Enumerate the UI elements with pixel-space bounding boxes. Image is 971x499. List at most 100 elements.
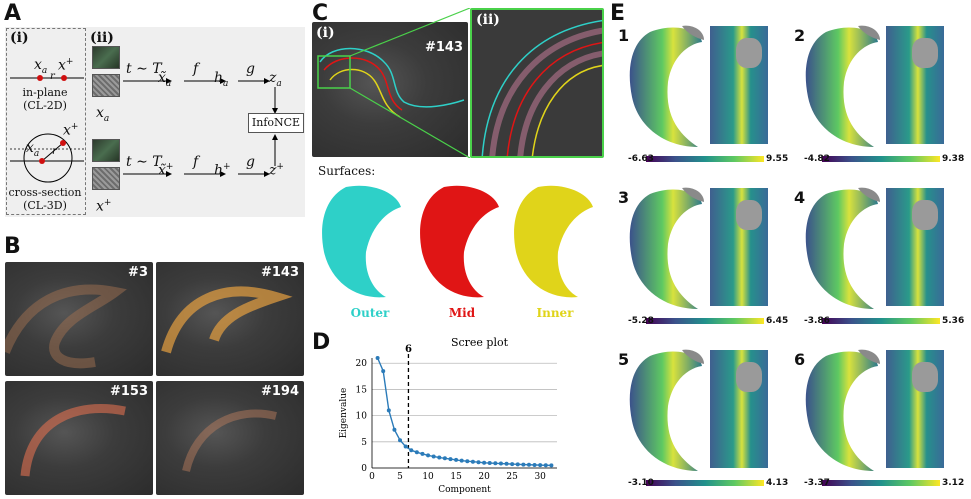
panel-c-ii-zoom: (ii) xyxy=(470,8,604,158)
data-point xyxy=(398,438,403,443)
data-point xyxy=(386,408,391,413)
panel-e-label: E xyxy=(610,1,626,26)
data-point xyxy=(487,461,492,466)
r-label-bottom: r xyxy=(52,146,57,157)
t-sample-bottom: t ∼ T xyxy=(126,154,162,170)
component-number: 2 xyxy=(794,26,806,45)
ha: ha xyxy=(214,70,229,89)
flatmap-hole xyxy=(736,200,762,230)
colorbar-min: -3.10 xyxy=(628,478,654,488)
panel-c-slice-number: #143 xyxy=(424,40,463,55)
colorbar xyxy=(646,480,764,486)
data-point xyxy=(515,462,520,467)
cutoff-label: 6 xyxy=(405,344,412,355)
cross-section-sub-label: (CL-3D) xyxy=(23,199,67,212)
colorbar-max: 9.55 xyxy=(766,154,789,164)
slice-number: #3 xyxy=(128,265,148,280)
flatmap-hole xyxy=(912,362,938,392)
colorbar xyxy=(646,318,764,324)
mri-slice-1: #3 xyxy=(5,262,153,376)
colorbar-min: -5.28 xyxy=(628,316,654,326)
data-point xyxy=(498,461,503,466)
panel-b-label: B xyxy=(4,234,21,259)
slice-number: #194 xyxy=(260,384,299,399)
component-number: 5 xyxy=(618,350,630,369)
surface-mid-label: Mid xyxy=(448,306,476,320)
y-tick-label: 5 xyxy=(361,438,367,448)
data-point xyxy=(431,454,436,459)
data-point xyxy=(465,459,470,464)
colorbar-max: 9.38 xyxy=(942,154,965,164)
data-point xyxy=(504,461,509,466)
r-label-top: r xyxy=(50,71,55,82)
component-number: 1 xyxy=(618,26,630,45)
surfaces-title: Surfaces: xyxy=(318,164,376,178)
inner-surface xyxy=(514,185,593,298)
data-point xyxy=(454,457,459,462)
t-sample-top: t ∼ T xyxy=(126,61,162,77)
outer-surface xyxy=(322,185,401,298)
x-tick-label: 25 xyxy=(506,472,518,482)
thumb-color-bottom xyxy=(92,139,120,162)
thumb-gray-top xyxy=(92,74,120,97)
data-point xyxy=(459,458,464,463)
chart-title: Scree plot xyxy=(451,336,509,349)
x-tick-label: 10 xyxy=(422,472,434,482)
mri-slice-3: #153 xyxy=(5,381,153,495)
slice-number: #153 xyxy=(109,384,148,399)
xa-label: xa xyxy=(34,57,48,76)
colorbar-max: 5.36 xyxy=(942,316,965,326)
data-point xyxy=(442,456,447,461)
data-point xyxy=(409,448,414,453)
hplus: h+ xyxy=(214,162,231,179)
panel-a-label: A xyxy=(4,1,22,26)
flatmap xyxy=(886,188,944,306)
surfaces-render xyxy=(322,185,593,298)
x-tick-label: 5 xyxy=(397,472,403,482)
colorbar-min: -3.86 xyxy=(804,316,830,326)
panel-c-ii-label: (ii) xyxy=(476,12,500,28)
colorbar-max: 3.12 xyxy=(942,478,965,488)
in-plane-label: in-plane xyxy=(22,86,68,99)
zoom-connector-lines xyxy=(349,8,471,158)
colorbar-max: 6.45 xyxy=(766,316,789,326)
data-point xyxy=(482,460,487,465)
x-axis-label: Component xyxy=(438,485,491,495)
mri-slice-2: #143 xyxy=(156,262,304,376)
hippocampus-surface-map xyxy=(805,25,880,147)
surface-inner-label: Inner xyxy=(536,306,574,320)
flatmap xyxy=(710,26,768,144)
colorbar-min: -4.82 xyxy=(804,154,830,164)
f-bottom: f xyxy=(193,154,199,170)
x-tick-label: 30 xyxy=(534,472,546,482)
flatmap-hole xyxy=(736,362,762,392)
data-point xyxy=(532,462,537,467)
thumb-gray-bottom xyxy=(92,167,120,190)
data-point xyxy=(381,369,386,374)
colorbar xyxy=(822,318,940,324)
cross-section-label: cross-section xyxy=(8,186,82,199)
y-tick-label: 10 xyxy=(356,412,368,422)
infonce-box: InfoNCE xyxy=(248,113,304,133)
component-number: 3 xyxy=(618,188,630,207)
data-point xyxy=(414,450,419,455)
data-point xyxy=(470,459,475,464)
panel-a-i-label: (i) xyxy=(10,30,29,46)
data-point xyxy=(510,462,515,467)
hippocampus-surface-map xyxy=(805,187,880,309)
xa-ii-label: xa xyxy=(96,105,110,124)
colorbar xyxy=(822,156,940,162)
mri-slice-4: #194 xyxy=(156,381,304,495)
data-point xyxy=(526,462,531,467)
colorbar xyxy=(822,480,940,486)
panel-d-label: D xyxy=(312,330,331,355)
data-point xyxy=(437,455,442,460)
flatmap xyxy=(886,350,944,468)
data-point xyxy=(420,451,425,456)
y-tick-label: 0 xyxy=(361,464,367,474)
flatmap xyxy=(710,188,768,306)
data-point xyxy=(426,453,431,458)
colorbar-min: -6.63 xyxy=(628,154,654,164)
scree-plot: 0 5 10 15 20 0 5 10 15 20 25 30 6 Scree plot Component… xyxy=(339,336,557,495)
slice-number: #143 xyxy=(260,265,299,280)
